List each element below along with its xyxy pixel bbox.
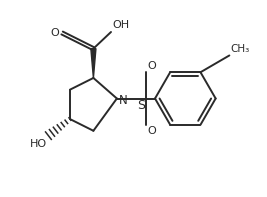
Text: O: O	[50, 28, 59, 38]
Text: CH₃: CH₃	[230, 45, 250, 55]
Text: N: N	[119, 94, 128, 107]
Text: HO: HO	[30, 139, 48, 149]
Text: O: O	[148, 126, 156, 136]
Text: O: O	[148, 61, 156, 71]
Polygon shape	[91, 49, 96, 78]
Text: S: S	[137, 99, 145, 112]
Text: OH: OH	[112, 20, 129, 30]
